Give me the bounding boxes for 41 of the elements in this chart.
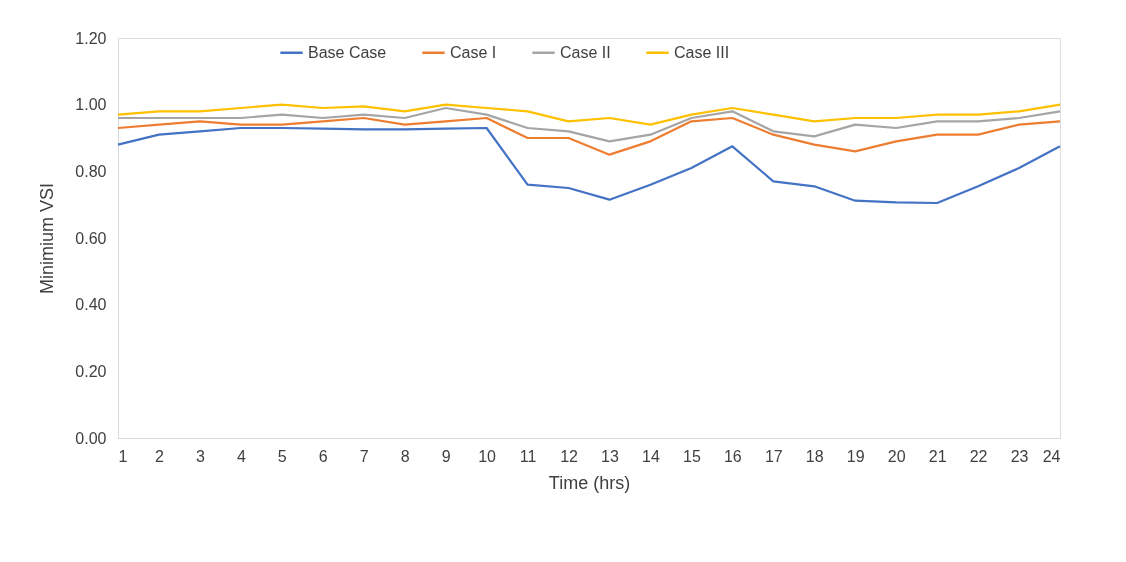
- legend-label: Case II: [560, 43, 611, 61]
- line-series: [116, 116, 1062, 156]
- x-tick-label: 13: [601, 447, 619, 465]
- x-tick-label: 4: [236, 447, 246, 465]
- legend-label: Base Case: [308, 43, 387, 61]
- x-tick-label: 7: [359, 447, 369, 465]
- x-tick-label: 1: [118, 447, 128, 465]
- y-tick-label: 0.80: [75, 162, 107, 180]
- y-tick-label: 0.60: [75, 229, 107, 247]
- x-tick-label: 16: [723, 447, 742, 465]
- x-tick-label: 12: [560, 447, 579, 465]
- y-tick-label: 1.20: [75, 29, 107, 47]
- y-tick-label: 0.20: [75, 362, 107, 380]
- x-tick-label: 9: [441, 447, 451, 465]
- x-tick-label: 21: [928, 447, 947, 465]
- line-series: [116, 126, 1062, 205]
- x-tick-label: 15: [682, 447, 701, 465]
- legend-label: Case I: [450, 43, 497, 61]
- x-tick-label: 5: [277, 447, 287, 465]
- x-tick-label: 20: [887, 447, 906, 465]
- x-tick-label: 11: [519, 447, 537, 465]
- x-tick-label: 23: [1010, 447, 1029, 465]
- y-tick-label: 0.00: [75, 429, 107, 447]
- x-tick-label: 10: [478, 447, 497, 465]
- line-series: [116, 103, 1062, 126]
- x-tick-label: 17: [764, 447, 783, 465]
- x-tick-label: 14: [642, 447, 660, 465]
- y-tick-label: 0.40: [75, 296, 107, 314]
- x-tick-label: 3: [195, 447, 205, 465]
- y-axis-title: Minimium VSI: [37, 182, 58, 295]
- x-tick-label: 8: [400, 447, 410, 465]
- legend-label: Case III: [674, 43, 730, 61]
- y-tick-label: 1.00: [75, 96, 107, 114]
- x-tick-label: 2: [155, 447, 164, 465]
- x-tick-label: 18: [805, 447, 824, 465]
- x-tick-label: 22: [969, 447, 988, 465]
- x-tick-label: 19: [846, 447, 865, 465]
- x-tick-label: 24: [1042, 447, 1061, 465]
- x-tick-label: 6: [318, 447, 328, 465]
- x-axis-title: Time (hrs): [548, 472, 631, 493]
- line-series: [116, 106, 1062, 143]
